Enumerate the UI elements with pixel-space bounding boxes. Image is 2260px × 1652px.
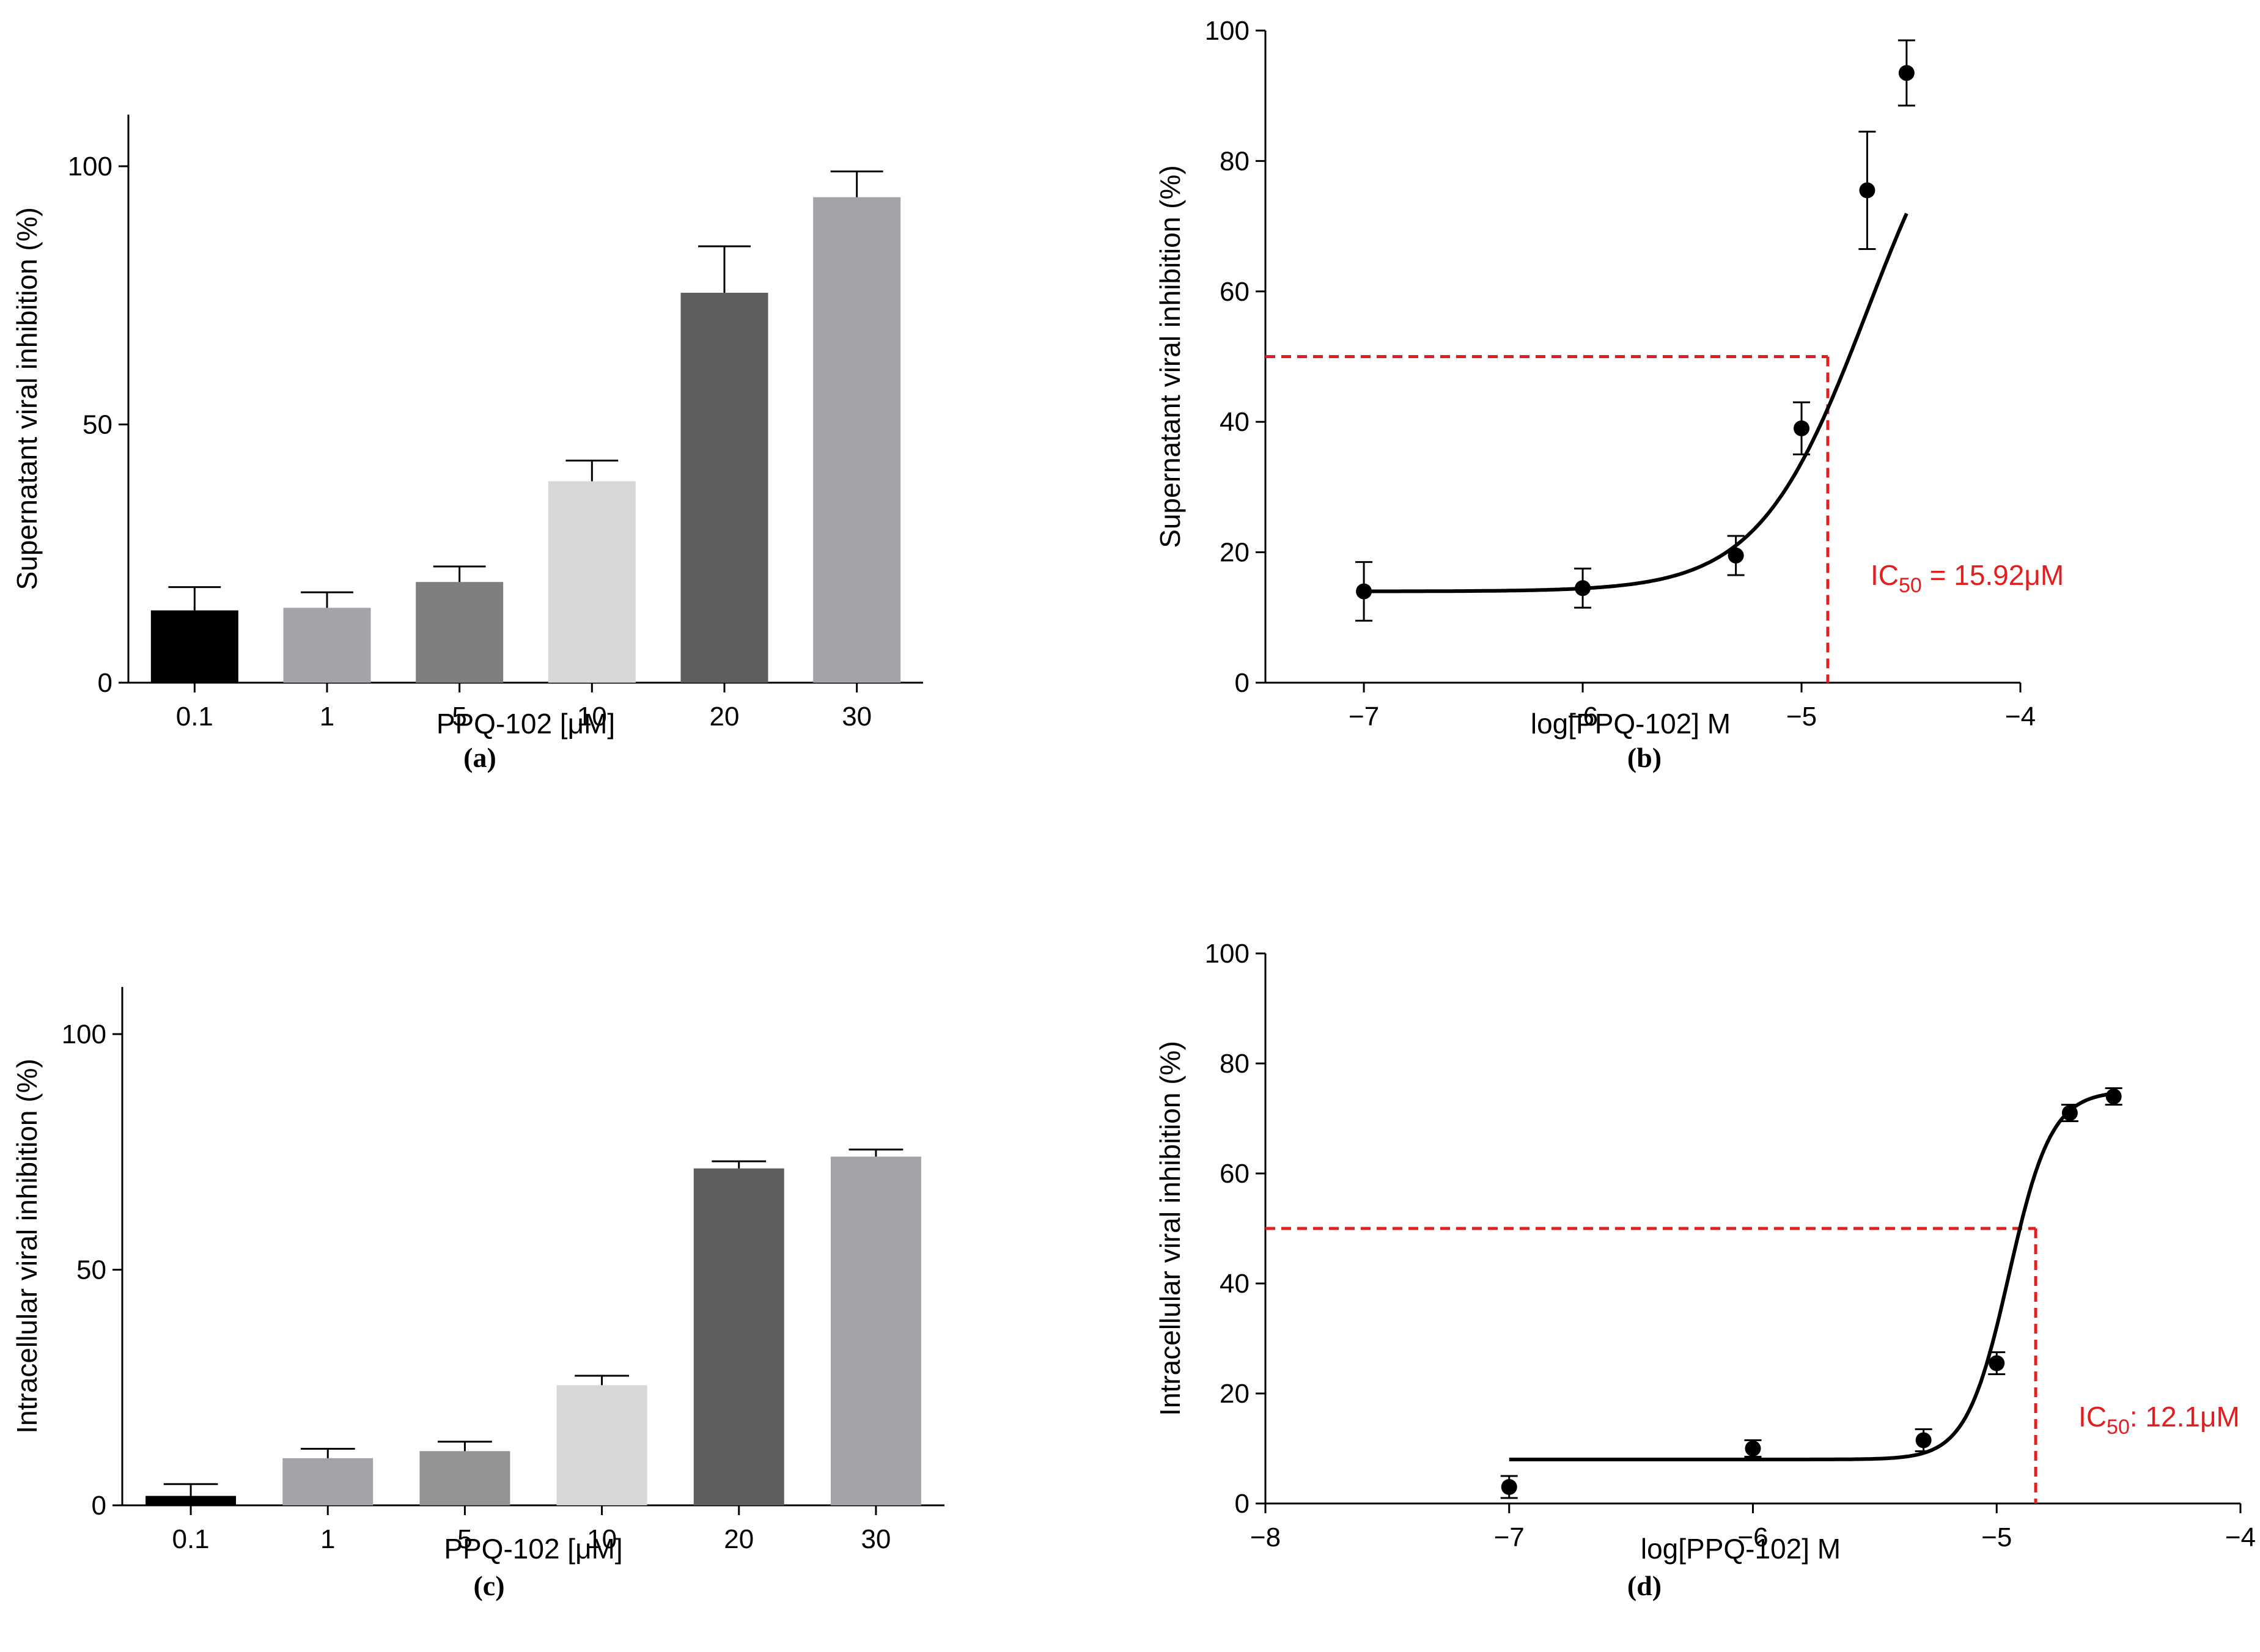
y-tick-label: 100 (68, 152, 112, 182)
y-tick-label: 100 (62, 1019, 106, 1049)
x-tick-label: −6 (1567, 702, 1598, 732)
y-tick-label: 80 (1220, 146, 1250, 176)
y-tick-label: 20 (1220, 538, 1250, 568)
bar (556, 1385, 647, 1505)
y-tick-label: 0 (1235, 1489, 1250, 1519)
ic50-label-main: IC (2078, 1401, 2107, 1433)
y-tick-label: 100 (1205, 16, 1250, 46)
bar (416, 582, 504, 683)
x-tick-label: −7 (1349, 702, 1379, 732)
x-tick-label: −6 (1737, 1522, 1768, 1552)
x-tick-label: 10 (577, 702, 607, 732)
data-point (1915, 1432, 1932, 1448)
ic50-label-subscript: 50 (2107, 1415, 2130, 1439)
bar (830, 1156, 921, 1505)
ic50-label-value: = 15.92μM (1922, 559, 2064, 591)
data-point (1575, 580, 1591, 597)
y-tick-label: 50 (83, 410, 112, 440)
ic50-label: IC50 = 15.92μM (1871, 559, 2064, 597)
x-tick-label: −5 (1981, 1522, 2012, 1552)
fit-curve (1364, 213, 1908, 593)
data-point (2105, 1088, 2122, 1104)
y-tick-label: 40 (1220, 1269, 1250, 1299)
chart-b: 0 20 40 60 80 100 −7 −6 −5 −4 IC50 = 15.92μM log[PP… (1154, 16, 2064, 773)
x-tick-label: 30 (842, 702, 872, 732)
panel-label: (c) (473, 1570, 504, 1601)
data-point (1728, 547, 1744, 564)
y-tick-label: 20 (1220, 1379, 1250, 1409)
x-tick-label: 5 (452, 702, 466, 732)
chart-c: 0 50 100 0.1 1 5 10 20 30 PPQ-102 [μM] Intracellul… (11, 986, 944, 1601)
bar (282, 1458, 374, 1505)
x-tick-label: 1 (320, 1524, 335, 1554)
x-tick-label: 1 (320, 702, 334, 732)
x-axis-title: log[PPQ-102] M (1641, 1533, 1841, 1565)
y-tick-label: 0 (98, 668, 112, 698)
x-tick-label: 20 (710, 702, 740, 732)
data-point (1859, 182, 1875, 199)
x-tick-label: −4 (2225, 1522, 2256, 1552)
chart-d: 0 20 40 60 80 100 −8 −7 −6 −5 −4 IC50: 12.1μM log[PP… (1154, 939, 2256, 1601)
bar (813, 197, 901, 683)
x-axis-title: PPQ-102 [μM] (444, 1533, 622, 1565)
y-axis-title: Supernatant viral inhibition (%) (11, 207, 43, 590)
y-tick-label: 0 (92, 1491, 106, 1521)
ic50-label-subscript: 50 (1899, 574, 1922, 597)
bar (150, 610, 238, 683)
x-tick-label: 30 (861, 1524, 891, 1554)
data-point (1356, 583, 1372, 600)
x-axis-title: PPQ-102 [μM] (436, 708, 615, 740)
x-axis-title: log[PPQ-102] M (1531, 708, 1731, 740)
x-tick-label: 20 (724, 1524, 754, 1554)
x-tick-label: −4 (2005, 702, 2036, 732)
x-tick-label: 10 (587, 1524, 617, 1554)
bar (419, 1451, 510, 1505)
y-axis-title: Intracellular viral inhibition (%) (11, 1059, 43, 1434)
bar (548, 481, 636, 683)
bar (145, 1496, 237, 1505)
data-point (1794, 420, 1810, 436)
data-point (1989, 1355, 2005, 1371)
data-point (1501, 1479, 1517, 1495)
x-tick-label: 0.1 (176, 702, 213, 732)
ic50-label: IC50: 12.1μM (2078, 1401, 2240, 1439)
y-tick-label: 50 (76, 1255, 106, 1285)
data-point (1745, 1441, 1761, 1456)
x-tick-label: 0.1 (172, 1524, 209, 1554)
ic50-label-main: IC (1871, 559, 1899, 591)
bar (680, 293, 768, 683)
bar (693, 1168, 784, 1505)
y-tick-label: 80 (1220, 1049, 1250, 1079)
y-tick-label: 60 (1220, 277, 1250, 307)
x-tick-label: −7 (1494, 1522, 1525, 1552)
y-axis-title: Supernatant viral inhibition (%) (1154, 165, 1186, 548)
y-tick-label: 60 (1220, 1159, 1250, 1189)
x-tick-label: −5 (1786, 702, 1817, 732)
y-tick-label: 0 (1235, 668, 1250, 698)
chart-a: 0 50 100 0.1 1 5 10 20 30 PPQ-102 [μM] Supernatant… (11, 114, 923, 773)
fit-curve (1509, 1092, 2115, 1461)
ic50-label-value: : 12.1μM (2130, 1401, 2240, 1433)
panel-label: (b) (1627, 742, 1662, 773)
x-tick-label: 5 (457, 1524, 472, 1554)
x-tick-label: −8 (1250, 1522, 1281, 1552)
y-tick-label: 100 (1205, 939, 1250, 969)
y-axis-title: Intracellular viral inhibition (%) (1154, 1041, 1186, 1416)
data-point (2061, 1105, 2078, 1121)
panel-label: (d) (1627, 1570, 1662, 1601)
data-point (1898, 65, 1915, 81)
panel-label: (a) (463, 742, 496, 773)
y-tick-label: 40 (1220, 407, 1250, 437)
bar (283, 608, 371, 683)
